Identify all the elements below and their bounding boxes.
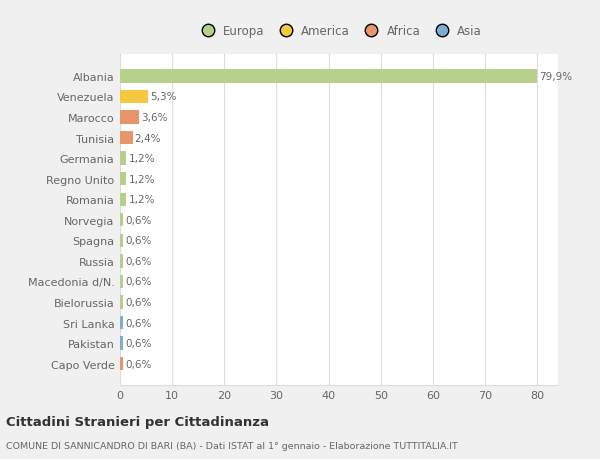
Bar bbox=[120, 193, 126, 207]
Bar bbox=[120, 275, 123, 289]
Text: 0,6%: 0,6% bbox=[125, 215, 152, 225]
Text: 2,4%: 2,4% bbox=[134, 133, 161, 143]
Bar bbox=[120, 90, 148, 104]
Bar bbox=[120, 173, 126, 186]
Text: 1,2%: 1,2% bbox=[128, 174, 155, 185]
Text: 1,2%: 1,2% bbox=[128, 195, 155, 205]
Bar bbox=[120, 337, 123, 350]
Text: 0,6%: 0,6% bbox=[125, 318, 152, 328]
Bar bbox=[120, 234, 123, 247]
Bar bbox=[120, 132, 133, 145]
Text: 0,6%: 0,6% bbox=[125, 236, 152, 246]
Text: 0,6%: 0,6% bbox=[125, 277, 152, 287]
Bar bbox=[120, 255, 123, 268]
Text: Cittadini Stranieri per Cittadinanza: Cittadini Stranieri per Cittadinanza bbox=[6, 415, 269, 428]
Text: 0,6%: 0,6% bbox=[125, 338, 152, 348]
Text: 0,6%: 0,6% bbox=[125, 359, 152, 369]
Text: COMUNE DI SANNICANDRO DI BARI (BA) - Dati ISTAT al 1° gennaio - Elaborazione TUT: COMUNE DI SANNICANDRO DI BARI (BA) - Dat… bbox=[6, 441, 458, 450]
Text: 0,6%: 0,6% bbox=[125, 297, 152, 308]
Text: 79,9%: 79,9% bbox=[539, 72, 572, 82]
Text: 5,3%: 5,3% bbox=[150, 92, 176, 102]
Bar bbox=[120, 357, 123, 370]
Bar bbox=[120, 296, 123, 309]
Bar bbox=[120, 152, 126, 165]
Bar bbox=[120, 316, 123, 330]
Text: 3,6%: 3,6% bbox=[141, 113, 167, 123]
Legend: Europa, America, Africa, Asia: Europa, America, Africa, Asia bbox=[194, 23, 484, 41]
Text: 0,6%: 0,6% bbox=[125, 256, 152, 266]
Text: 1,2%: 1,2% bbox=[128, 154, 155, 164]
Bar bbox=[120, 213, 123, 227]
Bar bbox=[120, 70, 536, 84]
Bar bbox=[120, 111, 139, 124]
